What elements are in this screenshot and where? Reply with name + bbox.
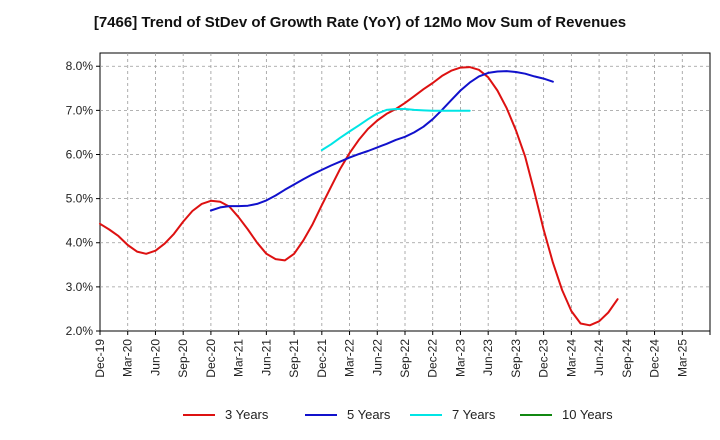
legend-7-years-label: 7 Years [452,407,496,422]
x-tick-label: Mar-23 [453,339,467,377]
y-tick-label: 7.0% [66,103,94,117]
x-tick-label: Dec-21 [315,339,329,378]
y-tick-label: 4.0% [66,236,94,250]
series-line-3-years [99,66,619,327]
x-tick-label: Sep-20 [176,339,190,378]
x-tick-label: Jun-22 [370,339,384,376]
legend-3-years-label: 3 Years [225,407,269,422]
x-tick-label: Mar-22 [343,339,357,377]
x-tick-label: Sep-21 [287,339,301,378]
x-tick-label: Mar-25 [675,339,689,377]
series-line-7-years [320,108,471,152]
grid-layer [99,52,711,332]
axis-layer: 2.0% 3.0% 4.0% 5.0% 6.0% 7.0% 8.0% Dec-19 Mar-20… [66,59,711,378]
x-tick-label: Dec-23 [537,339,551,378]
x-tick-label: Dec-19 [93,339,107,378]
y-tick-label: 2.0% [66,324,94,338]
y-tick-label: 5.0% [66,192,94,206]
legend-5-years-label: 5 Years [347,407,391,422]
x-tick-label: Dec-20 [204,339,218,378]
x-tick-label: Mar-24 [564,339,578,377]
series-layer [99,66,619,327]
y-tick-label: 8.0% [66,59,94,73]
x-tick-label: Sep-24 [620,339,634,378]
y-tick-label: 3.0% [66,280,94,294]
series-line-5-years [209,70,554,212]
chart-title: [7466] Trend of StDev of Growth Rate (Yo… [93,14,627,31]
legend: 3 Years 5 Years 7 Years 10 Years [183,407,613,422]
x-tick-label: Mar-20 [121,339,135,377]
x-tick-label: Sep-23 [509,339,523,378]
x-tick-label: Sep-22 [398,339,412,378]
x-tick-label: Jun-21 [259,339,273,376]
x-tick-label: Dec-22 [426,339,440,378]
legend-10-years-label: 10 Years [562,407,613,422]
x-tick-label: Jun-20 [148,339,162,376]
x-tick-label: Jun-23 [481,339,495,376]
y-tick-label: 6.0% [66,147,94,161]
x-tick-label: Dec-24 [648,339,662,378]
x-tick-label: Mar-21 [232,339,246,377]
x-tick-label: Jun-24 [592,339,606,376]
